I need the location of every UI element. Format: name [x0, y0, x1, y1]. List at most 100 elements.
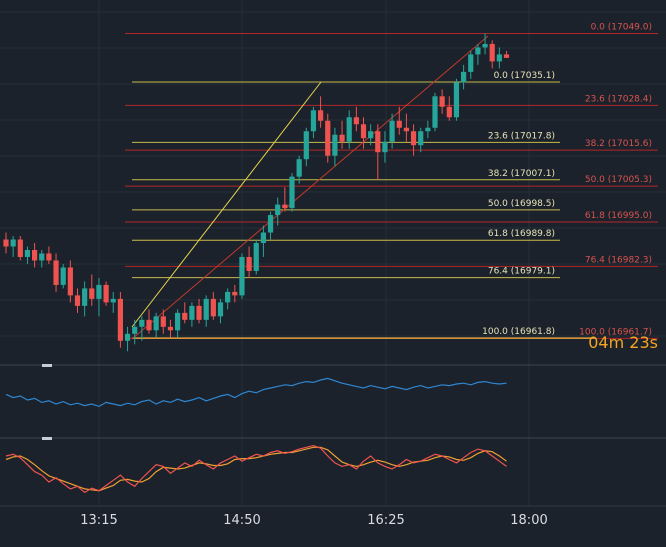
- candle-body: [74, 295, 81, 306]
- candle-body: [182, 312, 188, 320]
- candle-body: [496, 54, 502, 62]
- candle-body: [296, 159, 302, 177]
- candle-body: [289, 176, 295, 209]
- fib-level-label-secondary: 100.0 (16961.7): [579, 327, 652, 337]
- fib-level-label-secondary: 0.0 (17049.0): [591, 22, 652, 32]
- candle-body: [82, 288, 88, 306]
- countdown-seconds-unit: s: [649, 333, 658, 352]
- candle-body: [310, 110, 317, 132]
- candle-body: [432, 96, 438, 128]
- candle-body: [203, 298, 209, 320]
- candle-body: [368, 131, 374, 139]
- candle-body: [60, 267, 66, 285]
- candle-countdown: 04m 23s: [588, 333, 658, 352]
- fib-level-label-primary: 50.0 (16998.5): [488, 199, 555, 209]
- stochastic-k-line: [5, 444, 507, 494]
- candle-body: [153, 316, 159, 331]
- candle-body: [3, 239, 9, 247]
- candle-body: [339, 134, 345, 142]
- candle-body: [267, 215, 274, 233]
- candle-body: [303, 131, 309, 160]
- pane-handle-icon[interactable]: [42, 364, 52, 367]
- candle-body: [446, 106, 452, 118]
- countdown-seconds: 23: [629, 333, 650, 352]
- candle-body: [67, 267, 73, 296]
- candle-body: [410, 131, 417, 146]
- fib-level-label-secondary: 76.4 (16982.3): [585, 255, 652, 265]
- candle-body: [239, 256, 245, 296]
- pane-handle-icon[interactable]: [42, 437, 52, 440]
- countdown-minutes-unit: m: [608, 333, 625, 352]
- trend-line-secondary[interactable]: [131, 35, 489, 340]
- candle-body: [275, 204, 281, 216]
- indicator-pane: [5, 377, 507, 408]
- fib-level-label-secondary: 61.8 (16995.0): [585, 211, 652, 221]
- candle-body: [461, 71, 467, 83]
- fib-level-label-primary: 100.0 (16961.8): [482, 327, 555, 337]
- candle-body: [318, 110, 324, 121]
- time-axis: 13:15 14:50 16:25 18:00: [80, 513, 547, 528]
- candle-body: [103, 284, 109, 303]
- candle-body: [117, 298, 123, 341]
- candle-body: [96, 284, 102, 299]
- candle-body: [39, 253, 45, 261]
- grid: [0, 0, 666, 506]
- candle-body: [32, 249, 38, 261]
- fib-level-label-secondary: 23.6 (17028.4): [585, 94, 652, 104]
- candle-body: [418, 131, 424, 146]
- candle-body: [10, 239, 16, 247]
- candle-body: [17, 239, 23, 257]
- fib-level-label-primary: 61.8 (16989.8): [488, 229, 555, 239]
- candle-body: [167, 326, 174, 331]
- fib-level-label-secondary: 38.2 (17015.6): [585, 139, 652, 149]
- candle-body: [175, 312, 181, 331]
- fib-level-label-primary: 38.2 (17007.1): [488, 169, 555, 179]
- candle-body: [475, 47, 481, 55]
- candle-body: [503, 54, 510, 58]
- candle-body: [124, 333, 131, 341]
- candle-body: [160, 316, 166, 327]
- candle-body: [53, 260, 59, 285]
- candle-body: [403, 127, 409, 132]
- candle-body: [282, 204, 288, 209]
- candle-body: [232, 291, 238, 296]
- time-tick-label: 13:15: [80, 513, 117, 528]
- time-tick-label: 18:00: [510, 513, 547, 528]
- stochastic-pane: [5, 444, 507, 494]
- candle-body: [468, 54, 474, 72]
- candle-body: [453, 82, 460, 118]
- candle-body: [375, 131, 381, 153]
- candle-body: [139, 319, 145, 327]
- candle-body: [396, 120, 402, 128]
- candle-body: [325, 120, 331, 156]
- candle-body: [260, 232, 266, 244]
- candle-body: [46, 253, 52, 261]
- candle-body: [24, 249, 31, 257]
- candle-body: [360, 124, 367, 139]
- candle-body: [332, 134, 338, 156]
- candle-body: [146, 319, 152, 331]
- candle-body: [482, 43, 488, 48]
- candle-body: [353, 117, 359, 125]
- fib-level-label-secondary: 50.0 (17005.3): [585, 175, 652, 185]
- fib-level-label-primary: 76.4 (16979.1): [488, 267, 555, 277]
- indicator-line: [5, 377, 507, 408]
- fibonacci-retracement[interactable]: 0.0 (17049.0) 23.6 (17028.4) 38.2 (17015.6…: [125, 22, 658, 339]
- candle-body: [217, 302, 224, 317]
- candlestick-series: [3, 33, 510, 352]
- candle-body: [346, 117, 352, 142]
- candle-body: [389, 120, 395, 142]
- time-tick-label: 16:25: [367, 513, 404, 528]
- trend-lines[interactable]: [131, 35, 489, 340]
- trend-line-primary[interactable]: [131, 81, 322, 328]
- candle-body: [253, 243, 259, 271]
- candle-body: [425, 127, 431, 132]
- candle-body: [225, 291, 231, 303]
- fib-level-label-primary: 23.6 (17017.8): [488, 131, 555, 141]
- candle-body: [489, 43, 495, 62]
- candle-body: [246, 256, 252, 271]
- candle-body: [132, 326, 138, 334]
- candle-body: [189, 305, 195, 320]
